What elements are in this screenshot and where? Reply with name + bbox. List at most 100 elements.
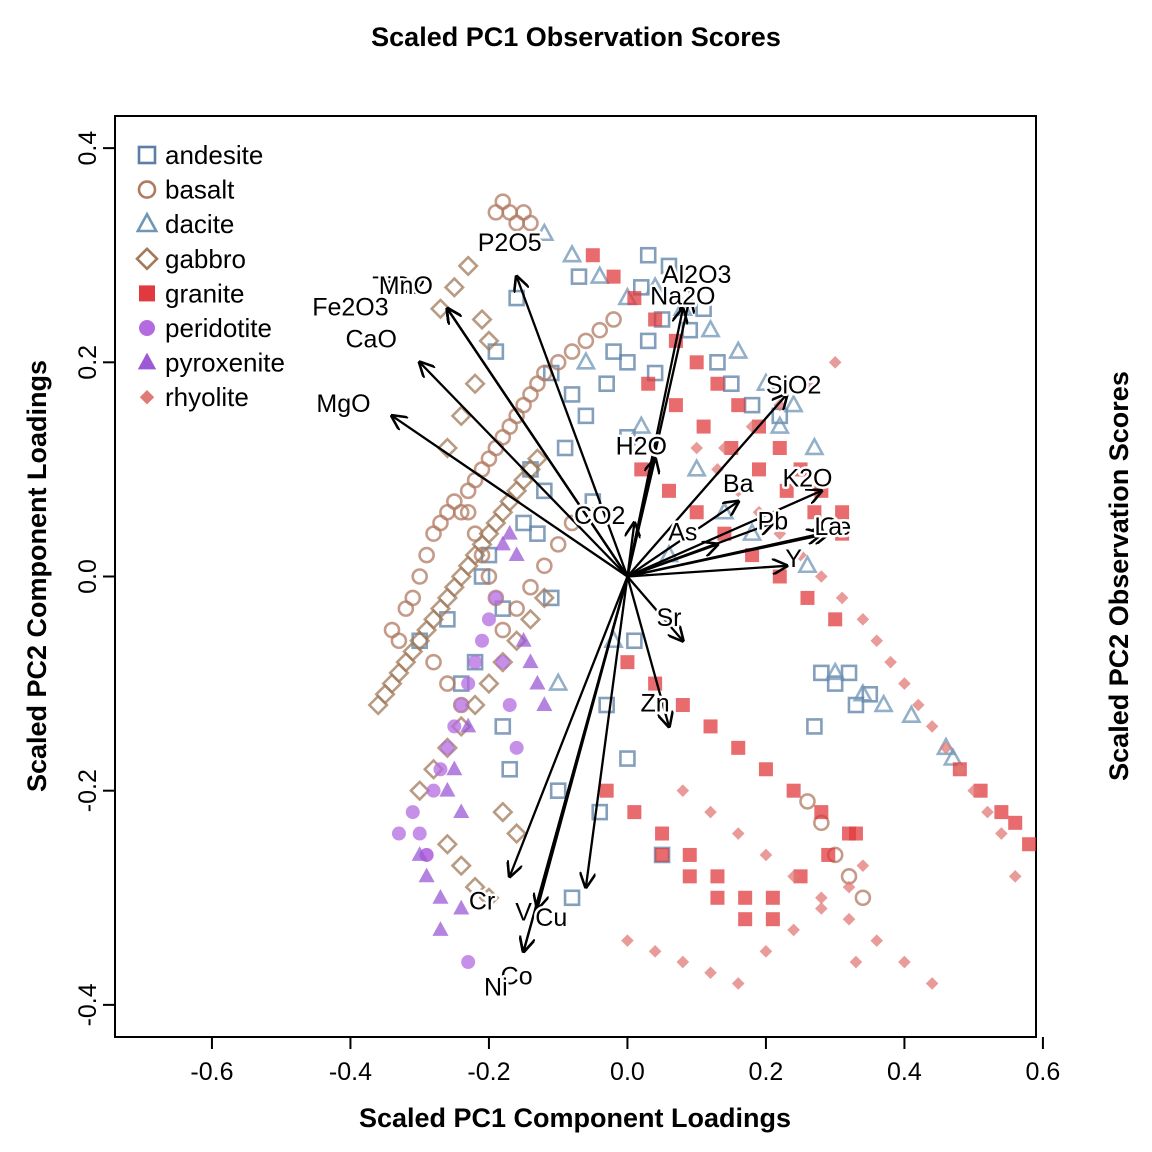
- point-andesite: [598, 375, 615, 393]
- point-rhyolite: [898, 677, 911, 690]
- series-rhyolite: [621, 356, 1022, 990]
- vector-label-co: Co: [501, 963, 533, 991]
- legend-label: rhyolite: [165, 382, 249, 412]
- point-gabbro: [519, 608, 542, 630]
- point-rhyolite: [815, 891, 828, 905]
- point-basalt: [494, 621, 512, 639]
- point-dacite: [589, 265, 610, 284]
- point-peridotite: [461, 955, 476, 970]
- point-andesite: [743, 396, 761, 414]
- point-rhyolite: [828, 356, 842, 369]
- legend-marker-rhyolite: [139, 390, 155, 405]
- point-basalt: [854, 889, 872, 907]
- point-granite: [786, 783, 801, 798]
- point-rhyolite: [731, 827, 745, 840]
- point-dacite: [797, 554, 818, 574]
- y-tick-label: -0.2: [74, 769, 102, 812]
- legend-label: dacite: [165, 209, 234, 239]
- x-tick-label: 0.0: [610, 1058, 645, 1086]
- point-gabbro: [388, 662, 410, 684]
- point-rhyolite: [925, 977, 939, 990]
- point-pyroxenite: [515, 632, 532, 647]
- point-andesite: [813, 664, 830, 682]
- point-granite: [703, 719, 718, 734]
- point-rhyolite: [925, 720, 939, 733]
- point-pyroxenite: [411, 846, 428, 861]
- point-rhyolite: [787, 923, 800, 937]
- point-granite: [634, 462, 649, 477]
- point-andesite: [487, 343, 505, 360]
- legend-marker-granite: [139, 285, 155, 302]
- point-dacite: [644, 275, 666, 295]
- point-basalt: [452, 503, 470, 521]
- point-granite: [710, 890, 725, 905]
- vector-label-co2: CO2: [574, 502, 625, 530]
- legend-marker-gabbro: [135, 246, 159, 271]
- vector-label-h2o: H2O: [616, 433, 667, 461]
- point-basalt: [418, 546, 435, 564]
- vector-mgo: [392, 416, 629, 578]
- point-granite: [772, 440, 787, 455]
- point-peridotite: [475, 633, 490, 648]
- legend-label: andesite: [165, 140, 263, 170]
- x-axis-title: Scaled PC1 Component Loadings: [359, 1103, 791, 1133]
- point-peridotite: [468, 655, 483, 670]
- point-rhyolite: [711, 463, 724, 476]
- point-rhyolite: [981, 805, 994, 819]
- point-peridotite: [405, 805, 420, 820]
- point-granite: [648, 312, 663, 327]
- point-granite: [606, 269, 621, 284]
- vector-label-sr: Sr: [656, 604, 681, 632]
- point-gabbro: [533, 587, 555, 609]
- point-basalt: [563, 514, 581, 532]
- point-andesite: [619, 428, 636, 446]
- point-andesite: [515, 514, 532, 532]
- point-pyroxenite: [432, 921, 449, 936]
- vector-label-ba: Ba: [723, 470, 754, 498]
- point-rhyolite: [911, 698, 925, 712]
- point-granite: [814, 805, 829, 820]
- point-basalt: [404, 589, 422, 607]
- point-rhyolite: [794, 548, 807, 562]
- legend-item-dacite: dacite: [135, 209, 234, 239]
- point-basalt: [536, 557, 553, 575]
- point-andesite: [473, 568, 491, 585]
- point-dacite: [575, 350, 597, 370]
- point-granite: [779, 483, 794, 498]
- point-andesite: [639, 332, 657, 350]
- point-basalt: [549, 536, 567, 553]
- point-peridotite: [433, 762, 448, 777]
- y-axis: -0.4 -0.2 0.0 0.2 0.4: [74, 131, 115, 1026]
- point-basalt: [480, 568, 498, 585]
- point-dacite: [769, 415, 791, 434]
- point-andesite: [598, 696, 615, 714]
- point-pyroxenite: [418, 867, 435, 883]
- point-granite: [696, 419, 711, 434]
- point-granite: [821, 847, 836, 862]
- point-andesite: [556, 439, 574, 457]
- point-andesite: [619, 750, 636, 767]
- point-gabbro: [436, 833, 458, 855]
- point-rhyolite: [842, 912, 856, 926]
- chart-title: Scaled PC1 Observation Scores: [371, 22, 781, 52]
- point-pyroxenite: [501, 524, 518, 540]
- point-basalt: [473, 546, 491, 564]
- series-peridotite: [391, 590, 524, 970]
- point-rhyolite: [621, 934, 634, 947]
- point-peridotite: [412, 826, 427, 841]
- point-peridotite: [488, 590, 503, 605]
- point-basalt: [439, 675, 456, 692]
- legend-marker-dacite: [135, 211, 159, 233]
- legend-item-granite: granite: [139, 278, 245, 308]
- vector-label-pb: Pb: [758, 508, 789, 536]
- point-granite: [710, 869, 725, 884]
- vector-cao: [420, 362, 629, 578]
- point-gabbro: [409, 780, 431, 802]
- point-pyroxenite: [536, 696, 553, 711]
- point-rhyolite: [939, 741, 953, 755]
- point-gabbro: [485, 512, 507, 534]
- vector-label-al2o3: Al2O3: [662, 261, 731, 289]
- point-gabbro: [492, 501, 514, 523]
- point-peridotite: [447, 719, 462, 734]
- point-granite: [675, 698, 690, 713]
